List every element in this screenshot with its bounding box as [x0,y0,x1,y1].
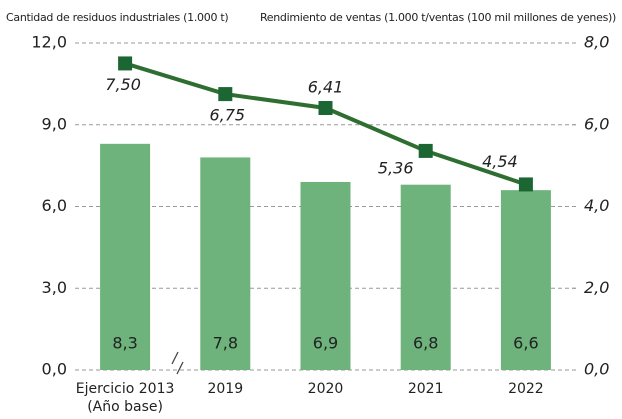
y2-tick-label: 2,0 [584,278,609,297]
line-marker [418,143,433,158]
x-tick-label: 2019 [207,381,244,397]
x-tick-label: 2020 [307,381,344,397]
line-marker [518,177,533,192]
bar [100,143,151,370]
y-axis-title: Cantidad de residuos industriales (1.000… [6,11,228,24]
line-value-label: 4,54 [482,152,518,171]
bar-value-label: 6,9 [313,334,338,353]
axis-break [171,351,184,375]
y-tick-label: 3,0 [42,278,67,297]
bar [400,184,451,370]
bar [200,157,251,370]
bar-value-label: 8,3 [112,334,137,353]
bar [500,190,551,370]
line-marker [118,56,133,71]
line-marker [218,87,233,102]
y-tick-label: 9,0 [42,114,67,133]
line-value-label: 6,75 [209,106,245,125]
line-marker [318,100,333,115]
line-value-label: 5,36 [378,158,414,177]
y2-tick-label: 0,0 [584,360,609,379]
bar-value-label: 7,8 [213,334,238,353]
x-tick-label: 2022 [508,381,544,397]
y2-tick-label: 4,0 [584,196,609,215]
y2-tick-label: 8,0 [584,33,609,52]
x-tick-label: Ejercicio 2013 (Año base) [75,381,175,415]
bar-value-label: 6,8 [413,334,438,353]
y2-axis-title: Rendimiento de ventas (1.000 t/ventas (1… [260,11,616,24]
bar [300,181,351,370]
y-tick-label: 12,0 [31,33,67,52]
y-tick-label: 6,0 [42,196,67,215]
line-value-label: 7,50 [105,75,141,94]
y-tick-label: 0,0 [42,360,67,379]
y2-tick-label: 6,0 [584,114,609,133]
bar-value-label: 6,6 [513,334,538,353]
line-value-label: 6,41 [308,77,344,96]
x-tick-label: 2021 [407,381,444,397]
